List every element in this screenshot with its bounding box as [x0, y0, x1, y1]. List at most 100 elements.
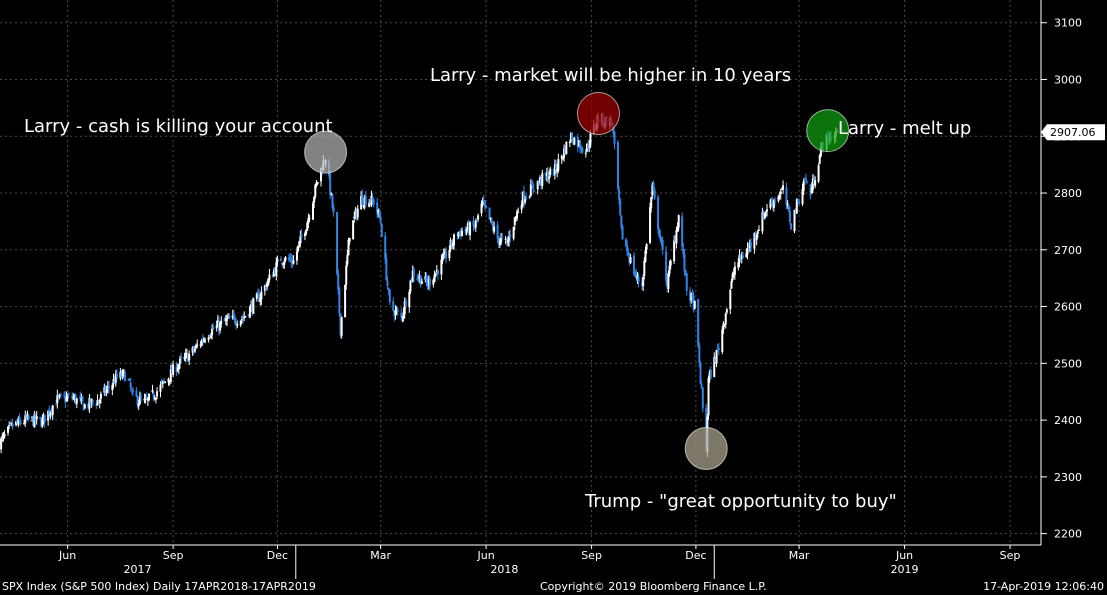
candle-body: [235, 322, 238, 325]
candle-body: [17, 418, 20, 426]
candle-body: [536, 181, 539, 190]
candle-body: [355, 210, 358, 218]
candle-body: [368, 202, 371, 207]
candle-body: [491, 224, 494, 231]
candle-body: [505, 239, 508, 242]
candle-body: [568, 142, 571, 144]
annotation-circle: [684, 426, 728, 470]
candle-body: [803, 179, 806, 181]
candle-body: [442, 253, 445, 259]
candle-body: [11, 424, 14, 427]
candle-body: [427, 279, 430, 285]
y-tick-label: 3100: [1054, 17, 1082, 30]
candle-body: [227, 316, 230, 318]
candle-body: [667, 273, 670, 290]
candle-body: [472, 220, 475, 227]
candle-body: [252, 298, 255, 314]
candle-body: [573, 137, 576, 145]
candle-body: [732, 273, 735, 276]
candle-body: [497, 236, 500, 244]
candle-body: [72, 397, 75, 399]
candle-body: [747, 246, 750, 248]
candle-body: [689, 291, 692, 302]
candle-body: [616, 141, 619, 189]
candle-body: [737, 262, 740, 268]
candle-body: [130, 389, 133, 391]
candle-body: [43, 414, 46, 423]
candle-body: [27, 415, 30, 420]
candle-body: [236, 324, 239, 326]
candle-body: [123, 372, 126, 382]
candle-body: [801, 188, 804, 204]
candle-body: [127, 379, 130, 381]
footer-timestamp: 17-Apr-2019 12:06:40: [983, 580, 1104, 593]
candle-body: [75, 398, 78, 404]
candle-body: [528, 196, 531, 198]
candle-body: [25, 415, 28, 419]
candle-body: [522, 191, 525, 203]
candle-body: [426, 281, 429, 287]
candle-body: [337, 273, 340, 290]
candle-body: [372, 199, 375, 205]
candle-body: [344, 284, 347, 318]
candle-body: [524, 199, 527, 203]
candle-body: [785, 187, 788, 206]
candle-body: [746, 247, 749, 255]
candle-body: [42, 414, 45, 420]
candle-body: [151, 390, 154, 393]
candle-body: [159, 384, 162, 392]
candle-body: [485, 205, 488, 208]
candle-body: [814, 180, 817, 186]
candle-body: [417, 277, 420, 279]
x-tick-label: Sep: [581, 549, 602, 562]
candle-body: [725, 309, 728, 313]
candle-body: [652, 182, 655, 191]
candle-body: [80, 397, 83, 401]
candle-body: [576, 136, 579, 148]
candle-body: [469, 222, 472, 236]
y-tick-label: 3000: [1054, 73, 1082, 86]
candle-body: [411, 270, 414, 282]
candle-body: [628, 256, 631, 263]
last-price-marker: [1041, 124, 1105, 141]
candle-body: [306, 223, 309, 231]
candle-body: [763, 212, 766, 219]
candle-body: [642, 277, 645, 287]
candle-body: [103, 387, 106, 393]
candle-body: [682, 248, 685, 254]
candle-body: [473, 227, 476, 229]
candle-body: [677, 215, 680, 228]
candle-body: [588, 145, 591, 147]
candle-body: [475, 218, 478, 220]
candle-body: [400, 313, 403, 317]
candle-body: [346, 254, 349, 265]
candle-body: [730, 281, 733, 289]
candle-body: [356, 208, 359, 218]
candle-body: [396, 310, 399, 312]
candle-body: [120, 373, 123, 378]
candle-body: [693, 300, 696, 309]
candle-body: [180, 357, 183, 359]
candle-body: [73, 395, 76, 400]
candle-body: [722, 323, 725, 330]
candle-body: [156, 391, 159, 397]
candle-body: [298, 241, 301, 246]
candle-body: [283, 262, 286, 265]
candle-body: [659, 235, 662, 240]
candle-body: [621, 226, 624, 240]
candle-body: [242, 318, 245, 320]
candle-body: [88, 397, 91, 409]
candle-body: [420, 281, 423, 284]
candle-body: [506, 240, 509, 243]
candle-body: [425, 276, 428, 282]
candle-body: [731, 273, 734, 280]
candle-body: [432, 279, 435, 285]
candle-body: [135, 390, 138, 397]
candle-body: [408, 292, 411, 308]
candle-body: [748, 243, 751, 248]
candle-body: [666, 278, 669, 288]
candle-body: [384, 235, 387, 259]
candle-body: [613, 131, 616, 144]
x-year-label: 2019: [891, 563, 919, 576]
candle-body: [778, 196, 781, 198]
